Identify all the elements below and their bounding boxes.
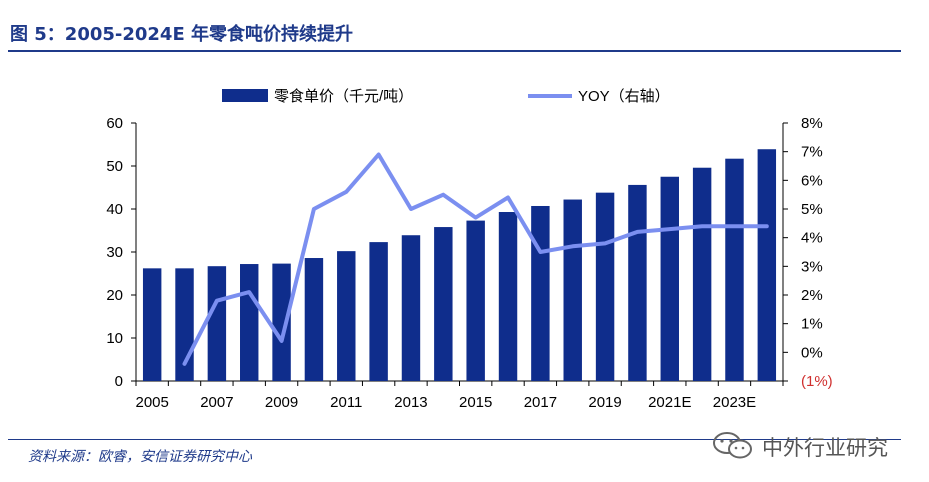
x-tick-label: 2009 xyxy=(265,394,298,411)
bar xyxy=(401,235,421,381)
axes xyxy=(131,122,788,386)
bar xyxy=(725,158,744,381)
x-tick-label: 2011 xyxy=(330,394,362,411)
x-tick-label: 2013 xyxy=(394,394,427,411)
bar xyxy=(272,263,291,381)
right-tick-label: 7% xyxy=(801,144,823,161)
left-tick-label: 60 xyxy=(106,115,123,132)
bar xyxy=(595,192,615,381)
yoy-point xyxy=(475,217,477,219)
bar xyxy=(660,176,679,381)
left-tick-label: 20 xyxy=(106,287,123,304)
bar-series xyxy=(142,149,777,381)
left-tick-label: 50 xyxy=(106,158,123,175)
yoy-point xyxy=(539,251,541,253)
bar xyxy=(142,268,162,381)
left-tick-label: 10 xyxy=(106,330,123,347)
x-tick-label: 2007 xyxy=(200,394,233,411)
yoy-point xyxy=(766,225,768,227)
yoy-point xyxy=(281,340,283,342)
bar xyxy=(757,149,777,381)
right-tick-label: 5% xyxy=(801,201,823,218)
yoy-point xyxy=(636,231,638,233)
x-tick-label: 2015 xyxy=(459,394,492,411)
legend: 零食单价（千元/吨） YOY（右轴） xyxy=(222,88,670,105)
chart: 零食单价（千元/吨） YOY（右轴） 0 10 20 30 40 50 60 (1%) 0% 1% 2… xyxy=(106,88,832,411)
footer-rule xyxy=(8,439,901,440)
yoy-point xyxy=(345,191,347,193)
right-tick-label: 2% xyxy=(801,287,823,304)
yoy-point xyxy=(572,245,574,247)
bar xyxy=(369,242,388,381)
x-tick-label: 2005 xyxy=(135,394,168,411)
right-tick-label: (1%) xyxy=(801,373,833,390)
yoy-point xyxy=(604,242,606,244)
legend-swatch-bar xyxy=(222,89,268,102)
yoy-point xyxy=(216,300,218,302)
right-tick-label: 4% xyxy=(801,230,823,247)
bar xyxy=(304,258,324,381)
right-tick-label: 3% xyxy=(801,258,823,275)
yoy-point xyxy=(410,208,412,210)
left-tick-label: 40 xyxy=(106,201,123,218)
yoy-point xyxy=(507,197,509,199)
yoy-point xyxy=(669,228,671,230)
x-tick-label: 2019 xyxy=(588,394,621,411)
bar xyxy=(240,264,259,381)
x-tick-label: 2021E xyxy=(648,394,691,411)
yoy-point xyxy=(733,225,735,227)
legend-label-line: YOY（右轴） xyxy=(578,88,670,105)
line-series xyxy=(182,152,769,366)
right-tick-label: 8% xyxy=(801,115,823,132)
yoy-point xyxy=(442,194,444,196)
x-tick-label: 2023E xyxy=(713,394,756,411)
watermark-text: 中外行业研究 xyxy=(762,436,888,460)
yoy-point xyxy=(378,154,380,156)
bar xyxy=(692,167,712,381)
bar xyxy=(466,220,485,381)
bar xyxy=(498,212,518,381)
right-tick-label: 1% xyxy=(801,316,823,333)
legend-label-bar: 零食单价（千元/吨） xyxy=(274,88,413,105)
bar xyxy=(207,266,227,381)
wechat-icon xyxy=(713,432,752,459)
bar xyxy=(628,184,647,381)
yoy-point xyxy=(701,225,703,227)
tick-labels: 0 10 20 30 40 50 60 (1%) 0% 1% 2% 3% 4% 5% 6% 7% 8% 2005 2… xyxy=(106,115,832,411)
yoy-point xyxy=(184,363,186,365)
watermark: 中外行业研究 xyxy=(710,430,910,462)
bar xyxy=(563,199,582,381)
bar xyxy=(434,227,453,381)
title-rule xyxy=(8,50,901,52)
right-tick-label: 0% xyxy=(801,344,823,361)
yoy-point xyxy=(313,208,315,210)
yoy-point xyxy=(248,291,250,293)
bar xyxy=(531,205,550,381)
left-tick-label: 30 xyxy=(106,244,123,261)
source-note: 资料来源：欧睿，安信证券研究中心 xyxy=(28,449,252,465)
right-tick-label: 6% xyxy=(801,172,823,189)
left-tick-label: 0 xyxy=(115,373,123,390)
chart-title: 图 5：2005-2024E 年零食吨价持续提升 xyxy=(10,24,354,45)
x-tick-label: 2017 xyxy=(524,394,557,411)
bar xyxy=(337,251,356,381)
